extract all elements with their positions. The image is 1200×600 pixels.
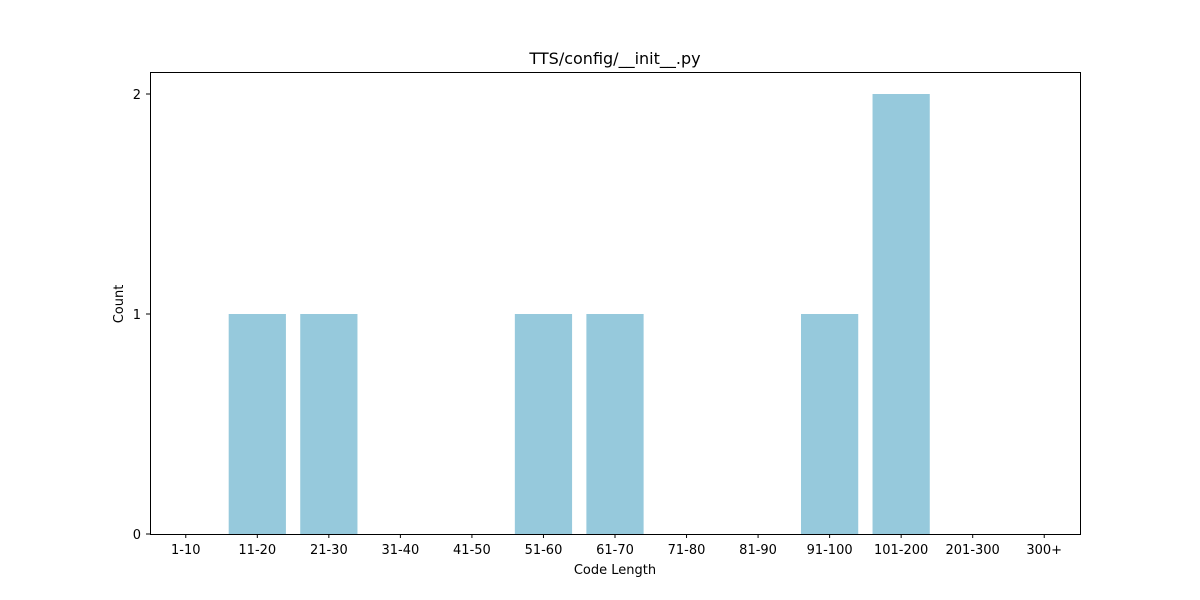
x-tick-label: 61-70 (596, 543, 634, 558)
x-tick-label: 81-90 (739, 543, 777, 558)
x-tick-label: 201-300 (946, 543, 1000, 558)
bar-51-60 (514, 314, 573, 534)
bar-91-100 (801, 314, 859, 534)
y-axis-ticks: 0 1 2 (133, 88, 150, 543)
x-tick-label: 51-60 (525, 543, 563, 558)
bars-group (228, 94, 930, 534)
bar-61-70 (586, 314, 644, 534)
bar-21-30 (300, 314, 358, 534)
x-axis-ticks: 1-10 11-20 21-30 31-40 41-50 51-60 61-70 71-80 8… (171, 534, 1062, 558)
chart-title: TTS/config/__init__.py (528, 49, 700, 69)
x-tick-label: 31-40 (381, 543, 419, 558)
x-tick-label: 300+ (1026, 543, 1062, 558)
x-tick-label: 71-80 (668, 543, 706, 558)
x-tick-label: 101-200 (874, 543, 928, 558)
x-tick-label: 11-20 (238, 543, 276, 558)
y-tick-label: 0 (133, 528, 141, 543)
y-tick-label: 1 (133, 308, 141, 323)
y-tick-label: 2 (133, 88, 141, 103)
x-tick-label: 1-10 (171, 543, 201, 558)
bar-11-20 (228, 314, 286, 534)
x-tick-label: 91-100 (807, 543, 853, 558)
y-axis-label: Count (112, 285, 127, 324)
x-tick-label: 41-50 (453, 543, 491, 558)
x-axis-label: Code Length (574, 563, 656, 578)
x-tick-label: 21-30 (310, 543, 348, 558)
bar-101-200 (872, 94, 930, 534)
